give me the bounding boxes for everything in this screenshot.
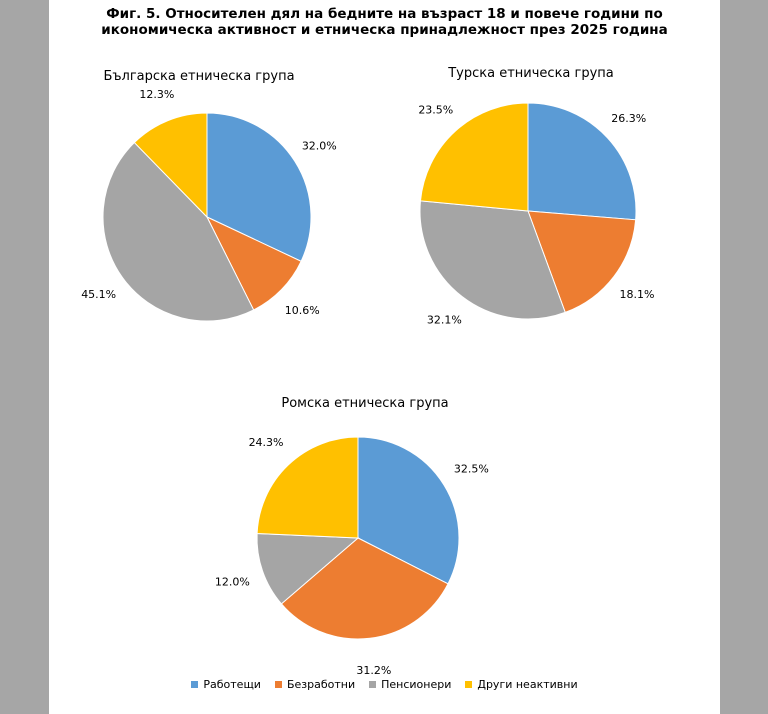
pie-chart-3: Ромска етническа група 32.5% 31.2% 12.0% 24.… <box>215 396 489 677</box>
pie-slice-пенсионери <box>419 200 566 320</box>
pie-slice-пенсионери <box>256 533 360 605</box>
pie-slice-безработни <box>527 210 637 314</box>
pie-charts: Българска етническа група 32.0% 10.6% 45.1%… <box>81 66 654 677</box>
legend-label: Работещи <box>203 678 261 691</box>
data-label: 12.0% <box>215 575 250 588</box>
pie-slice-други-неактивни <box>419 102 529 212</box>
legend-item-пенсионери: Пенсионери <box>369 678 451 691</box>
pie-slice-други-неактивни <box>133 112 208 219</box>
legend-swatch <box>465 681 473 688</box>
legend-label: Пенсионери <box>381 678 452 691</box>
data-label: 18.1% <box>620 288 655 301</box>
legend-item-безработни: Безработни <box>274 678 356 691</box>
pie-slice-пенсионери <box>102 141 255 322</box>
pie-slice-работещи <box>527 102 637 221</box>
data-label: 26.3% <box>611 112 646 125</box>
data-label: 10.6% <box>285 304 320 317</box>
pie-slice-работещи <box>357 436 460 585</box>
pie-title: Българска етническа група <box>103 69 294 84</box>
data-label: 32.1% <box>427 314 462 327</box>
figure-title-line-1: Фиг. 5. Относителен дял на бедните на въ… <box>106 6 663 22</box>
data-label: 23.5% <box>418 104 453 117</box>
legend-swatch <box>369 681 377 688</box>
pie-slice-други-неактивни <box>256 436 359 539</box>
data-label: 24.3% <box>249 436 284 449</box>
legend-swatch <box>274 681 282 688</box>
pie-slice-безработни <box>280 537 449 640</box>
data-label: 31.2% <box>356 664 391 677</box>
legend-swatch <box>191 681 199 688</box>
pie-title: Турска етническа група <box>447 66 614 81</box>
chart-sheet: Фиг. 5. Относителен дял на бедните на въ… <box>49 0 720 714</box>
legend: Работещи Безработни Пенсионери Други неакти… <box>49 678 720 691</box>
data-label: 32.5% <box>454 463 489 476</box>
pie-chart-2: Турска етническа група 26.3% 18.1% 32.1% 23.… <box>418 66 654 327</box>
legend-item-работещи: Работещи <box>191 678 261 691</box>
data-label: 45.1% <box>81 288 116 301</box>
pie-chart-1: Българска етническа група 32.0% 10.6% 45.1%… <box>81 69 337 322</box>
pie-title: Ромска етническа група <box>281 396 448 411</box>
legend-label: Други неактивни <box>477 678 578 691</box>
data-label: 32.0% <box>302 140 337 153</box>
data-label: 12.3% <box>139 88 174 101</box>
legend-item-други-неактивни: Други неактивни <box>465 678 578 691</box>
pie-slice-работещи <box>206 112 312 262</box>
pie-slice-безработни <box>205 215 302 311</box>
legend-label: Безработни <box>286 678 356 691</box>
figure-title-line-2: икономическа активност и етническа прина… <box>101 22 668 38</box>
figure-title: Фиг. 5. Относителен дял на бедните на въ… <box>49 6 720 38</box>
